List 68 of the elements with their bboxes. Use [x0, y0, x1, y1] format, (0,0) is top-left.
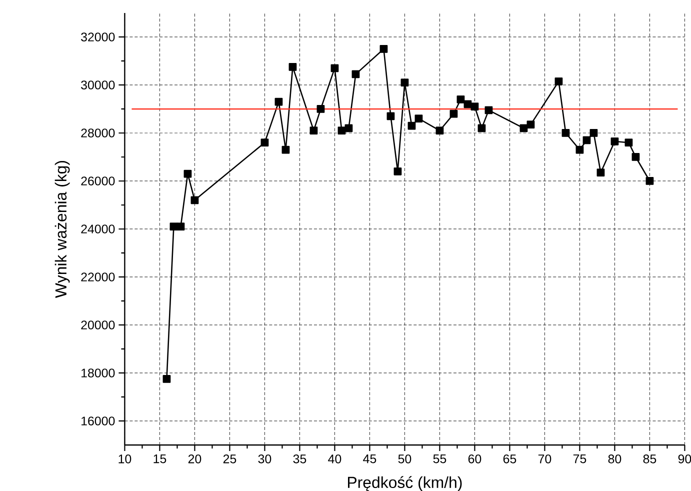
- point: [386, 112, 395, 120]
- y-tick-label: 24000: [81, 224, 115, 234]
- point: [344, 124, 353, 132]
- x-axis-title: Prędkość (km/h): [348, 476, 462, 491]
- point: [610, 137, 619, 146]
- x-tick-label: 10: [118, 454, 132, 464]
- x-tick-label: 40: [328, 454, 342, 464]
- point: [520, 124, 528, 132]
- x-tick-label: 75: [573, 454, 586, 464]
- point: [450, 110, 458, 118]
- x-tick-label: 35: [293, 454, 306, 464]
- point: [624, 138, 633, 147]
- point: [582, 136, 591, 144]
- point: [646, 177, 654, 185]
- y-tick-label: 22000: [81, 272, 115, 282]
- point: [338, 126, 346, 135]
- x-tick-label: 30: [258, 454, 272, 464]
- x-tick-label: 60: [468, 454, 482, 464]
- point: [484, 106, 493, 114]
- y-tick-label: 18000: [82, 368, 115, 378]
- point: [478, 124, 486, 132]
- point: [190, 196, 199, 204]
- y-tick-label: 28000: [81, 128, 115, 138]
- y-tick-label: 30000: [81, 80, 115, 90]
- point: [400, 78, 409, 87]
- point: [394, 167, 402, 176]
- point: [316, 105, 325, 113]
- point: [176, 222, 185, 231]
- point: [170, 222, 178, 231]
- point: [464, 100, 472, 108]
- x-tick-label: 70: [538, 454, 552, 464]
- x-tick-label: 20: [188, 454, 202, 464]
- x-tick-label: 25: [223, 454, 236, 464]
- x-tick-label: 65: [503, 454, 516, 464]
- point: [596, 168, 605, 177]
- point: [456, 95, 465, 104]
- y-tick-label: 20000: [81, 320, 115, 330]
- y-tick-label: 32000: [81, 32, 115, 42]
- point: [352, 70, 360, 78]
- point: [576, 146, 584, 154]
- point: [590, 129, 598, 137]
- point: [526, 120, 535, 129]
- point: [380, 45, 388, 53]
- y-axis-title: Wynik ważenia (kg): [54, 160, 70, 298]
- x-tick-label: 85: [643, 454, 656, 464]
- point: [562, 129, 570, 137]
- x-tick-label: 90: [678, 454, 691, 464]
- point: [436, 126, 444, 135]
- point: [310, 126, 318, 135]
- x-tick-label: 55: [433, 454, 446, 464]
- point: [184, 170, 192, 178]
- point: [414, 114, 423, 123]
- point: [274, 98, 283, 106]
- y-tick-label: 26000: [81, 176, 115, 186]
- point: [162, 375, 171, 383]
- point: [330, 64, 339, 72]
- point: [282, 146, 290, 154]
- point: [408, 122, 416, 130]
- x-tick-label: 80: [608, 454, 622, 464]
- point: [260, 138, 269, 147]
- x-tick-label: 50: [398, 454, 412, 464]
- point: [288, 63, 297, 71]
- point: [632, 153, 640, 161]
- point: [470, 102, 479, 111]
- x-tick-label: 45: [363, 454, 376, 464]
- y-tick-label: 16000: [82, 416, 115, 426]
- x-tick-label: 15: [154, 454, 166, 464]
- point: [554, 77, 563, 86]
